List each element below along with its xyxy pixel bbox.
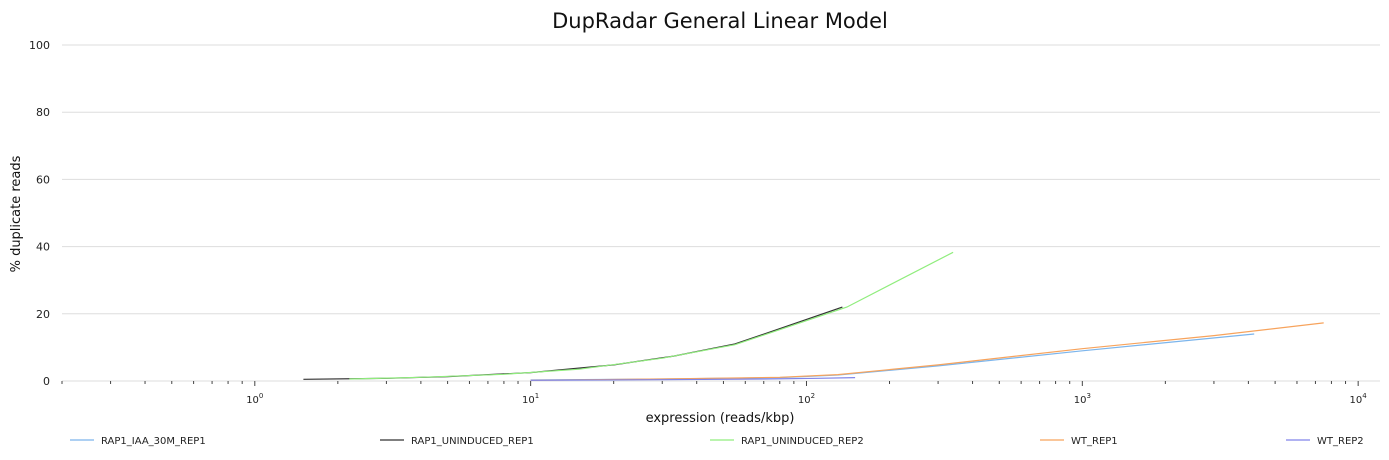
series-line-rap1-uninduced-rep2 — [349, 251, 954, 380]
legend: RAP1_IAA_30M_REP1 RAP1_UNINDUCED_REP1 RAP1… — [70, 436, 1364, 447]
x-tick-label: 103 — [1074, 392, 1091, 406]
legend-item[interactable]: WT_REP2 — [1286, 436, 1364, 447]
legend-label: WT_REP1 — [1071, 436, 1118, 447]
y-tick-label: 100 — [29, 39, 50, 52]
x-tick-label: 100 — [246, 392, 263, 406]
y-tick-label: 40 — [36, 241, 50, 254]
legend-label: RAP1_IAA_30M_REP1 — [101, 436, 206, 447]
legend-label: RAP1_UNINDUCED_REP2 — [741, 436, 864, 447]
legend-item[interactable]: RAP1_IAA_30M_REP1 — [70, 436, 206, 447]
grid — [62, 44, 1380, 382]
series-line-rap1-uninduced-rep1 — [303, 306, 843, 380]
y-tick-label: 0 — [43, 375, 50, 388]
y-axis: 0 20 40 60 80 100 — [29, 39, 50, 388]
x-tick-label: 104 — [1350, 392, 1368, 406]
series-line-rap1-iaa-30m-rep1 — [530, 333, 1255, 381]
series-lines — [303, 251, 1324, 381]
legend-label: WT_REP2 — [1317, 436, 1364, 447]
legend-item[interactable]: RAP1_UNINDUCED_REP1 — [380, 436, 534, 447]
x-axis: 100 101 102 103 104 — [61, 381, 1368, 406]
y-axis-title: % duplicate reads — [9, 155, 24, 272]
x-axis-title: expression (reads/kbp) — [646, 411, 795, 426]
y-tick-label: 60 — [36, 173, 50, 186]
x-tick-label: 101 — [522, 392, 539, 406]
y-tick-label: 20 — [36, 308, 50, 321]
series-line-wt-rep1 — [530, 322, 1324, 381]
legend-label: RAP1_UNINDUCED_REP1 — [411, 436, 534, 447]
chart-title: DupRadar General Linear Model — [552, 9, 888, 33]
series-line-wt-rep2 — [530, 377, 856, 381]
x-tick-label: 102 — [798, 392, 815, 406]
y-tick-label: 80 — [36, 106, 50, 119]
legend-item[interactable]: WT_REP1 — [1040, 436, 1118, 447]
legend-item[interactable]: RAP1_UNINDUCED_REP2 — [710, 436, 864, 447]
